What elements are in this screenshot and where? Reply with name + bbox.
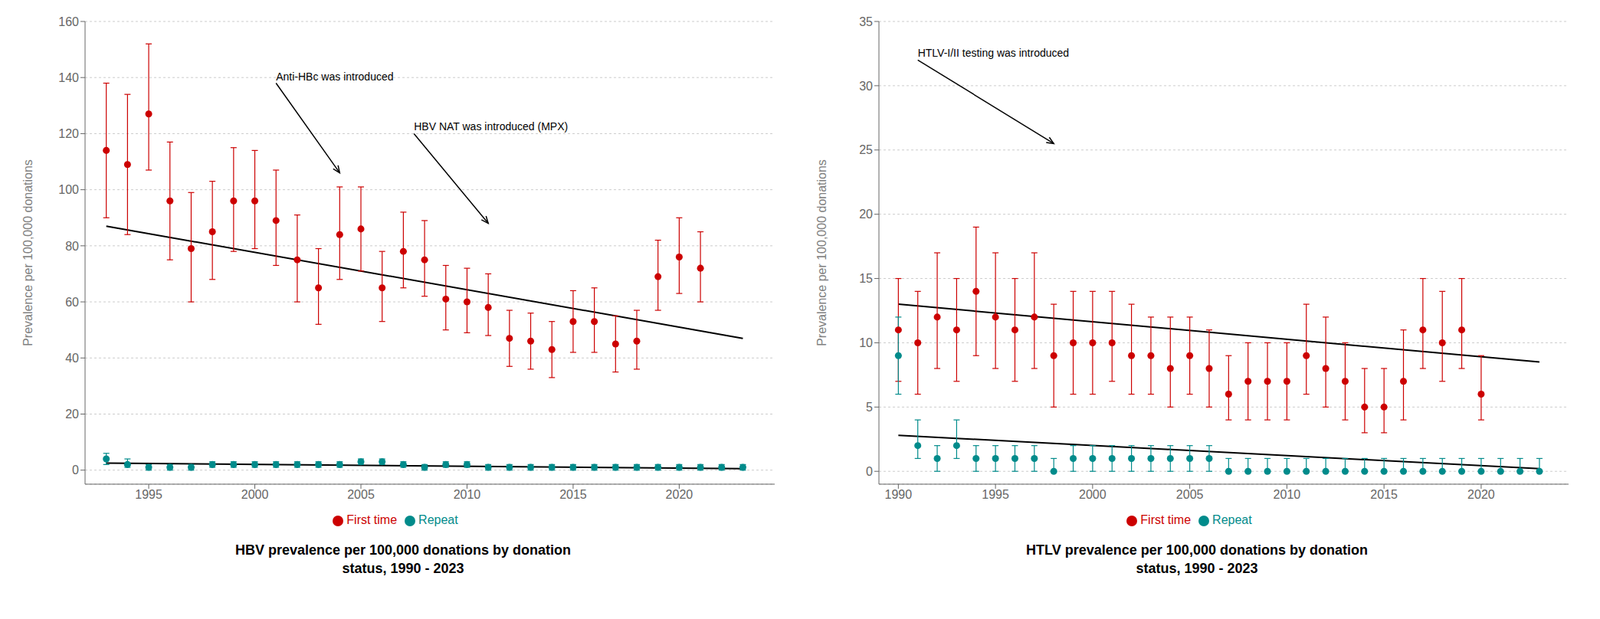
svg-text:140: 140: [58, 71, 79, 85]
html-text:HTLV prevalence per 100,000 do: HTLV prevalence per 100,000 donations by…: [1026, 542, 1368, 558]
html-text:First time: First time: [1140, 513, 1191, 527]
svg-text:2000: 2000: [1078, 488, 1107, 502]
svg-text:2020: 2020: [1467, 488, 1496, 502]
svg-text:35: 35: [859, 15, 873, 29]
svg-text:10: 10: [859, 336, 873, 350]
svg-text:0: 0: [72, 463, 79, 477]
html-text:Repeat: Repeat: [418, 513, 459, 527]
html-text:status, 1990 - 2023: status, 1990 - 2023: [1135, 560, 1258, 577]
svg-text:5: 5: [865, 400, 873, 414]
svg-text:0: 0: [865, 465, 873, 479]
svg-text:2000: 2000: [241, 488, 269, 502]
svg-text:2010: 2010: [1273, 488, 1302, 502]
svg-text:15: 15: [859, 272, 873, 286]
svg-text:Prevalence per 100,000 donatio: Prevalence per 100,000 donations: [21, 159, 35, 347]
svg-text:2015: 2015: [1370, 488, 1398, 502]
svg-text:120: 120: [58, 127, 79, 141]
svg-text:60: 60: [65, 295, 79, 309]
svg-text:20: 20: [859, 207, 873, 221]
svg-text:1995: 1995: [981, 488, 1010, 502]
svg-text:2010: 2010: [453, 488, 482, 502]
svg-text:HTLV-I/II testing was introduc: HTLV-I/II testing was introduced: [918, 46, 1069, 60]
svg-text:20: 20: [65, 407, 79, 421]
svg-text:2005: 2005: [1176, 488, 1204, 502]
svg-text:80: 80: [65, 239, 79, 253]
svg-text:HBV NAT was introduced (MPX): HBV NAT was introduced (MPX): [413, 120, 568, 133]
svg-text:160: 160: [58, 15, 79, 29]
html-text:Repeat: Repeat: [1212, 513, 1252, 527]
html-text:First time: First time: [346, 513, 398, 527]
svg-text:2020: 2020: [665, 488, 694, 502]
html-text:HBV prevalence per 100,000 don: HBV prevalence per 100,000 donations by …: [235, 542, 571, 558]
svg-text:100: 100: [58, 183, 79, 197]
svg-text:Anti-HBc was introduced: Anti-HBc was introduced: [275, 70, 394, 83]
svg-text:2015: 2015: [559, 488, 587, 502]
svg-text:1990: 1990: [885, 488, 913, 502]
svg-text:Prevalence per 100,000 donatio: Prevalence per 100,000 donations: [815, 159, 829, 347]
html-text:status, 1990 - 2023: status, 1990 - 2023: [342, 560, 464, 577]
svg-text:25: 25: [859, 143, 873, 157]
svg-text:2005: 2005: [347, 488, 375, 502]
svg-text:1995: 1995: [134, 488, 163, 502]
svg-text:30: 30: [859, 79, 873, 93]
svg-text:40: 40: [65, 351, 79, 365]
